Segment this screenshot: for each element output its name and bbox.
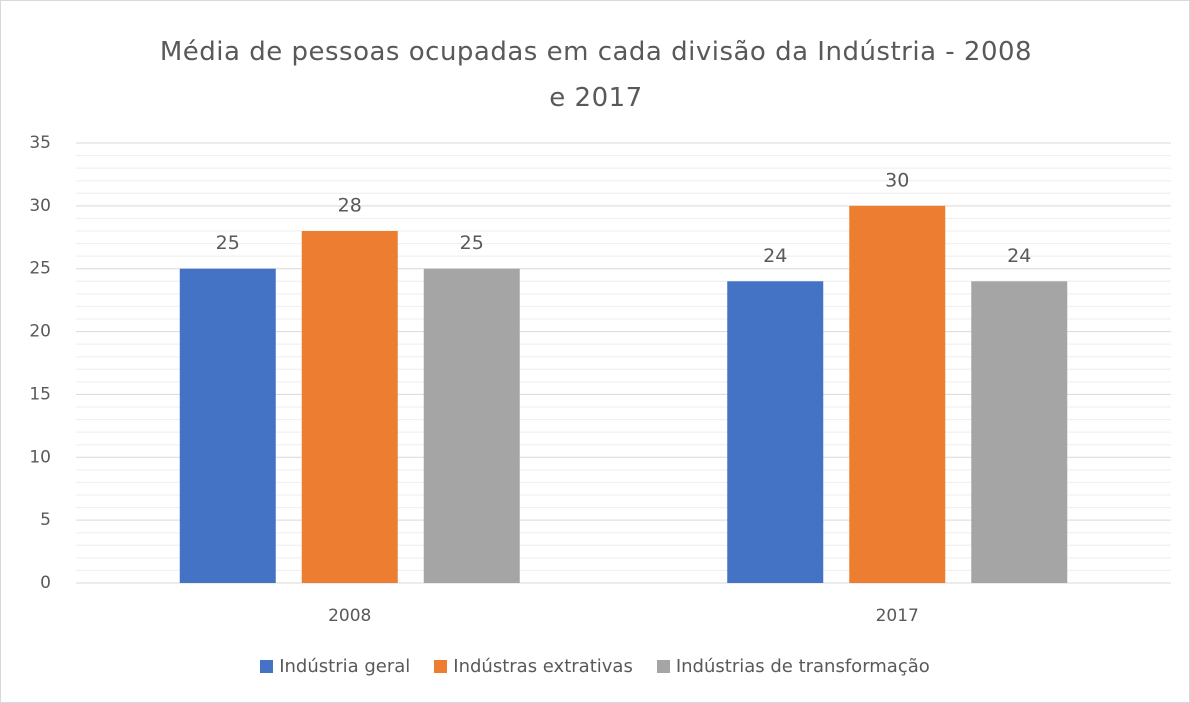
y-tick-label: 10 xyxy=(29,447,51,467)
legend: Indústria geral Indústras extrativas Indús… xyxy=(1,656,1189,677)
x-tick-label: 2008 xyxy=(328,606,371,626)
y-tick-label: 25 xyxy=(29,259,51,279)
legend-item: Indústria geral xyxy=(260,656,410,677)
legend-item: Indústrias de transformação xyxy=(656,656,930,677)
data-label: 25 xyxy=(216,232,240,254)
chart-title: Média de pessoas ocupadas em cada divisã… xyxy=(159,37,1033,113)
legend-swatch xyxy=(260,660,274,673)
legend-swatch xyxy=(434,660,448,673)
data-label: 25 xyxy=(460,232,484,254)
data-label: 24 xyxy=(763,245,787,267)
legend-swatch xyxy=(656,660,670,673)
legend-label: Indústrias de transformação xyxy=(675,656,930,677)
legend-item: Indústras extrativas xyxy=(434,656,633,677)
y-tick-label: 20 xyxy=(29,322,51,342)
y-tick-label: 35 xyxy=(29,133,51,153)
legend-label: Indústras extrativas xyxy=(453,656,633,677)
y-tick-label: 30 xyxy=(29,196,51,216)
bar xyxy=(971,281,1068,583)
y-tick-label: 0 xyxy=(40,573,51,593)
x-tick-label: 2017 xyxy=(876,606,919,626)
data-label: 30 xyxy=(885,169,909,191)
bar xyxy=(179,268,276,583)
data-label: 28 xyxy=(338,195,362,217)
y-tick-label: 15 xyxy=(29,384,51,404)
bar xyxy=(727,281,824,583)
legend-label: Indústria geral xyxy=(279,656,411,677)
bar xyxy=(423,268,520,583)
data-label: 24 xyxy=(1007,245,1031,267)
bar xyxy=(301,231,398,583)
y-tick-label: 5 xyxy=(40,510,51,530)
bar xyxy=(849,205,946,583)
